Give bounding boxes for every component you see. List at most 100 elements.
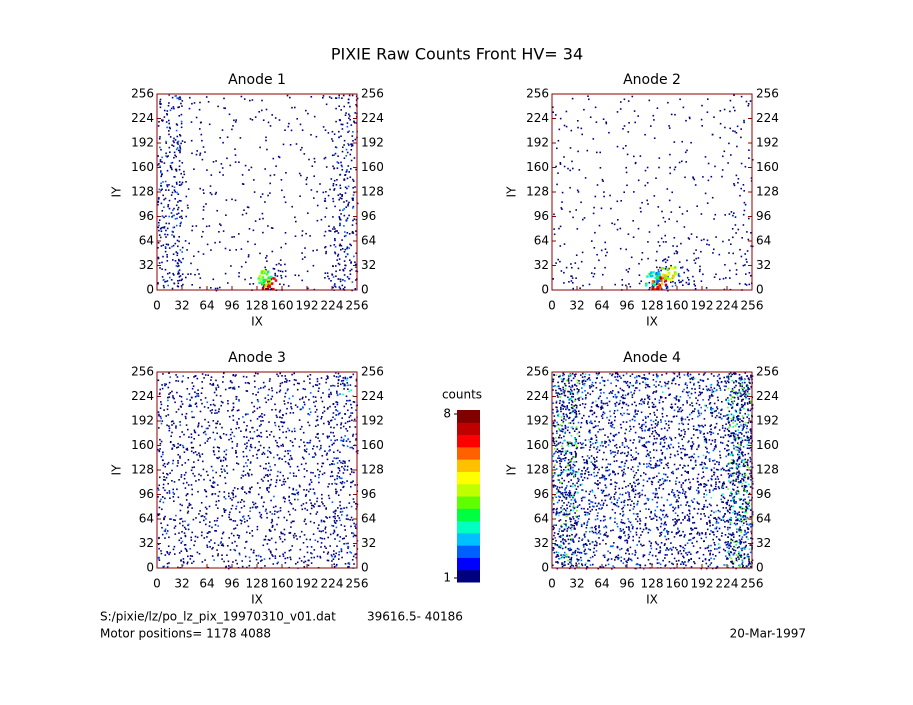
count-dot xyxy=(263,476,266,479)
count-dot xyxy=(727,550,730,553)
y2-tick-label: 256 xyxy=(361,365,384,379)
count-dot xyxy=(290,503,293,505)
count-dot xyxy=(310,556,313,559)
count-dot xyxy=(571,160,573,163)
count-dot xyxy=(160,230,163,232)
count-dot xyxy=(186,249,188,251)
count-dot xyxy=(749,544,752,546)
count-dot xyxy=(335,490,337,493)
count-dot xyxy=(337,379,340,382)
count-dot xyxy=(599,519,602,522)
peak-dot xyxy=(645,284,648,287)
count-dot xyxy=(571,266,573,269)
count-dot xyxy=(568,535,571,537)
count-dot xyxy=(346,551,349,554)
count-dot xyxy=(586,522,589,524)
count-dot xyxy=(324,197,326,200)
count-dot xyxy=(246,425,248,427)
count-dot xyxy=(738,558,740,560)
count-dot xyxy=(230,428,232,431)
count-dot xyxy=(289,440,292,442)
count-dot xyxy=(578,515,580,517)
count-dot xyxy=(560,472,563,474)
count-dot xyxy=(347,131,349,133)
count-dot xyxy=(240,487,243,490)
count-dot xyxy=(581,538,584,540)
count-dot xyxy=(264,266,266,269)
count-dot xyxy=(660,531,663,534)
count-dot xyxy=(257,388,260,390)
count-dot xyxy=(565,493,567,496)
count-dot xyxy=(271,287,273,290)
count-dot xyxy=(279,555,281,557)
count-dot xyxy=(256,435,258,438)
count-dot xyxy=(161,384,163,386)
count-dot xyxy=(719,136,721,139)
count-dot xyxy=(563,561,566,563)
count-dot xyxy=(322,530,324,532)
count-dot xyxy=(232,520,235,522)
count-dot xyxy=(638,482,640,485)
count-dot xyxy=(309,392,312,394)
peak-dot xyxy=(273,277,276,280)
count-dot xyxy=(622,514,624,517)
count-dot xyxy=(196,150,198,152)
count-dot xyxy=(553,233,556,236)
count-dot xyxy=(733,536,735,538)
count-dot xyxy=(710,562,713,564)
count-dot xyxy=(325,378,328,381)
count-dot xyxy=(684,495,687,498)
count-dot xyxy=(274,557,277,559)
count-dot xyxy=(173,141,175,144)
count-dot xyxy=(186,512,189,514)
count-dot xyxy=(709,522,711,524)
count-dot xyxy=(261,99,263,102)
count-dot xyxy=(222,531,225,534)
count-dot xyxy=(171,96,174,99)
count-dot xyxy=(257,562,259,564)
count-dot xyxy=(593,494,596,497)
count-dot xyxy=(298,419,301,421)
count-dot xyxy=(297,493,299,496)
count-dot xyxy=(228,537,230,539)
count-dot xyxy=(347,185,350,188)
count-dot xyxy=(243,505,246,507)
count-dot xyxy=(251,530,253,532)
count-dot xyxy=(565,524,567,526)
count-dot xyxy=(341,97,343,99)
count-dot xyxy=(663,544,666,546)
count-dot xyxy=(664,527,666,530)
count-dot xyxy=(284,392,287,395)
count-dot xyxy=(248,564,251,567)
count-dot xyxy=(229,433,232,436)
count-dot xyxy=(251,486,253,488)
count-dot xyxy=(625,166,627,169)
count-dot xyxy=(237,463,240,465)
count-dot xyxy=(343,481,346,484)
count-dot xyxy=(249,532,251,534)
count-dot xyxy=(627,518,629,520)
count-dot xyxy=(171,287,174,290)
count-dot xyxy=(279,538,282,540)
count-dot xyxy=(596,151,598,154)
count-dot xyxy=(233,236,235,238)
count-dot xyxy=(744,546,747,548)
count-dot xyxy=(339,287,342,290)
count-dot xyxy=(576,482,578,484)
count-dot xyxy=(253,375,256,377)
count-dot xyxy=(707,162,710,165)
count-dot xyxy=(349,259,351,261)
count-dot xyxy=(730,211,733,213)
count-dot xyxy=(235,508,237,510)
count-dot xyxy=(201,425,203,428)
count-dot xyxy=(655,542,658,545)
count-dot xyxy=(305,109,307,112)
count-dot xyxy=(191,229,193,232)
count-dot xyxy=(659,546,662,549)
count-dot xyxy=(659,509,662,511)
count-dot xyxy=(553,484,555,487)
count-dot xyxy=(285,436,287,439)
count-dot xyxy=(296,492,299,494)
count-dot xyxy=(267,480,269,482)
count-dot xyxy=(663,509,665,512)
